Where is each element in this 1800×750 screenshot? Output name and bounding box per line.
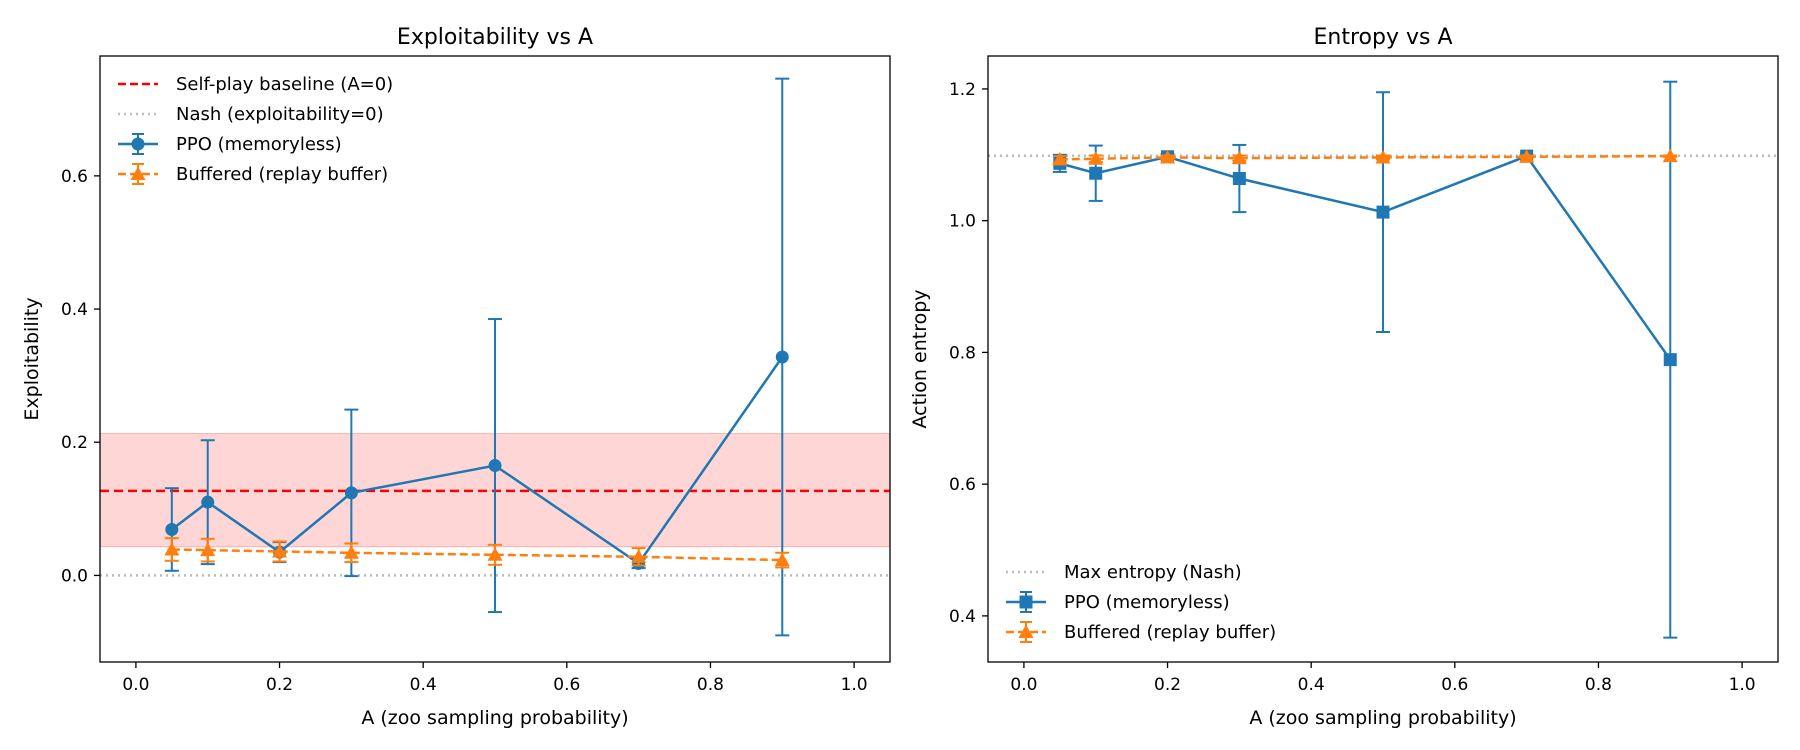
x-tick-label: 0.6	[553, 675, 580, 695]
x-axis-label: A (zoo sampling probability)	[1249, 707, 1516, 729]
y-tick-label: 0.4	[949, 607, 976, 627]
legend-marker-sample	[130, 166, 146, 180]
chart-title: Entropy vs A	[1314, 25, 1453, 50]
x-tick-label: 0.0	[1010, 675, 1037, 695]
legend-marker-sample	[1018, 624, 1034, 638]
y-tick-label: 0.6	[61, 167, 88, 187]
panel-1: 0.0 0.2 0.4 0.6 0.8 1.0 0.0 0.2 0.4 0.6 Exploitabi…	[21, 25, 891, 729]
data-point	[165, 522, 179, 536]
panel-2: 0.0 0.2 0.4 0.6 0.8 1.0 0.4 0.6 0.8 1.0 1.2 Entropy…	[909, 25, 1779, 729]
data-point	[1231, 150, 1247, 165]
y-tick-label: 0.4	[61, 300, 88, 320]
data-point	[1160, 149, 1176, 164]
series-line	[1059, 154, 1671, 161]
data-point	[272, 543, 288, 558]
data-point	[775, 350, 789, 364]
data-point	[631, 549, 647, 563]
axes-frame	[99, 55, 891, 663]
data-point	[1375, 149, 1391, 164]
x-tick-label: 1.0	[1729, 675, 1756, 695]
x-tick-label: 0.2	[266, 675, 293, 695]
y-tick-label: 1.2	[949, 80, 976, 100]
data-point	[1376, 205, 1390, 219]
y-tick-label: 0.6	[949, 475, 976, 495]
legend-marker-sample	[131, 137, 145, 151]
data-point	[487, 547, 503, 561]
axes-frame	[987, 55, 1779, 663]
x-axis-label: A (zoo sampling probability)	[361, 707, 628, 729]
y-tick-label: 0.2	[61, 433, 88, 453]
y-tick-label: 1.0	[949, 212, 976, 232]
data-point	[1662, 148, 1678, 163]
y-tick-label: 0.8	[949, 343, 976, 363]
series-2	[164, 537, 790, 569]
legend-label: Buffered (replay buffer)	[176, 164, 388, 185]
data-point	[1663, 353, 1677, 367]
series-line	[1059, 154, 1672, 361]
series-1	[1052, 80, 1678, 639]
x-tick-label: 0.4	[410, 675, 437, 695]
legend-label: Nash (exploitability=0)	[176, 104, 384, 125]
data-point	[1519, 149, 1535, 163]
legend-label: Self-play baseline (A=0)	[176, 74, 393, 95]
x-tick-label: 0.0	[122, 675, 149, 695]
series-2	[1052, 148, 1678, 166]
y-axis-label: Exploitability	[21, 297, 43, 420]
legend: Self-play baseline (A=0) Nash (exploitabi…	[118, 74, 393, 185]
x-tick-label: 0.6	[1441, 675, 1468, 695]
legend-label: PPO (memoryless)	[176, 134, 342, 155]
data-point	[200, 542, 216, 557]
legend-label: Max entropy (Nash)	[1064, 562, 1242, 583]
chart-title: Exploitability vs A	[397, 25, 593, 50]
data-point	[774, 552, 790, 567]
x-tick-label: 0.8	[1585, 675, 1612, 695]
data-point	[344, 486, 358, 500]
x-tick-label: 0.8	[697, 675, 724, 695]
x-tick-label: 1.0	[841, 675, 868, 695]
x-tick-label: 0.4	[1298, 675, 1325, 695]
data-point	[488, 459, 502, 473]
data-point	[1089, 166, 1103, 180]
y-axis-label: Action entropy	[909, 289, 931, 428]
legend: Max entropy (Nash) PPO (memoryless) Buffer…	[1006, 562, 1276, 643]
legend-marker-sample	[1019, 595, 1033, 609]
data-point	[343, 545, 359, 559]
legend-label: Buffered (replay buffer)	[1064, 622, 1276, 643]
data-point	[164, 541, 180, 556]
x-tick-label: 0.2	[1154, 675, 1181, 695]
y-tick-label: 0.0	[61, 566, 88, 586]
data-point	[201, 495, 215, 509]
data-point	[1088, 151, 1104, 165]
series-line	[171, 548, 783, 562]
data-point	[1232, 172, 1246, 186]
legend-label: PPO (memoryless)	[1064, 592, 1230, 613]
data-point	[1052, 151, 1068, 166]
